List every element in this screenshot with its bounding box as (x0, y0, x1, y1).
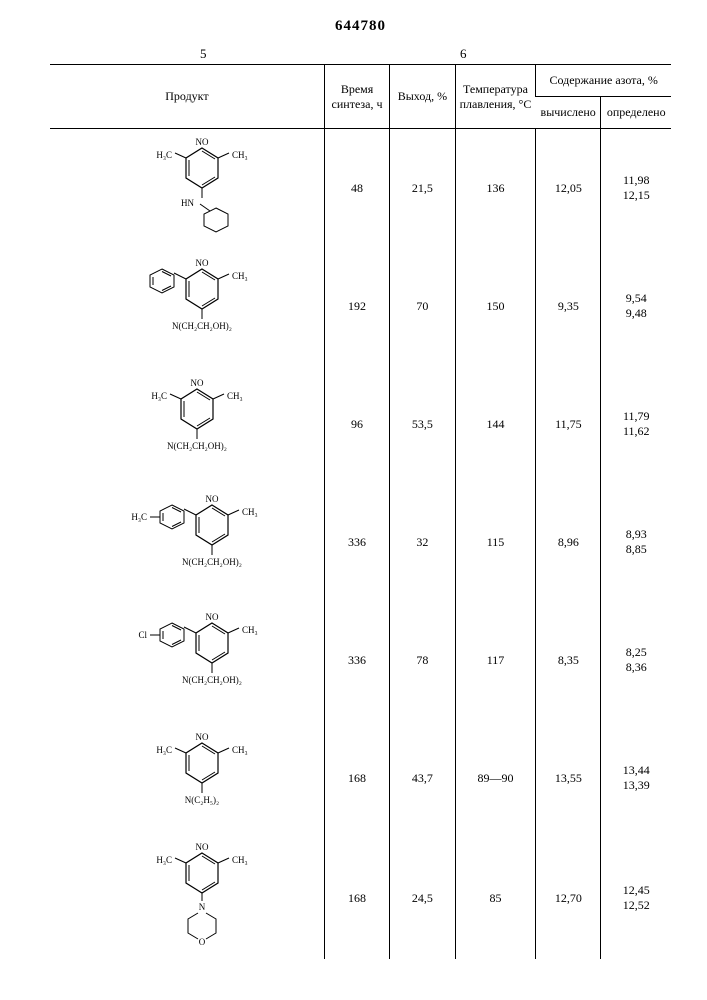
structure-icon: NO H₃C CH₃ N(CH₂CH₂OH)₂ (107, 377, 267, 467)
svg-text:N: N (199, 902, 206, 912)
cell-calc: 8,96 (536, 483, 601, 601)
svg-text:N(CH₂CH₂OH)₂: N(CH₂CH₂OH)₂ (172, 321, 232, 331)
svg-text:CH₃: CH₃ (242, 625, 258, 635)
svg-text:CH₃: CH₃ (232, 150, 248, 160)
svg-text:O: O (199, 937, 206, 947)
cell-found: 9,549,48 (601, 247, 671, 365)
cell-time: 336 (324, 601, 389, 719)
cell-mp: 150 (455, 247, 536, 365)
structure-icon: NO CH₃ Cl N(CH₂CH₂OH)₂ (92, 611, 282, 706)
cell-yield: 70 (390, 247, 455, 365)
svg-text:Cl: Cl (138, 630, 147, 640)
structure-icon: NO CH₃ H₃C N(CH₂CH₂OH)₂ (92, 493, 282, 588)
cell-time: 48 (324, 129, 389, 248)
svg-text:CH₃: CH₃ (242, 507, 258, 517)
cell-mp: 115 (455, 483, 536, 601)
cell-time: 168 (324, 837, 389, 959)
cell-calc: 12,70 (536, 837, 601, 959)
table-row: NO H₃C CH₃ HN 48 21,5 136 12,05 11,9812 (50, 129, 671, 248)
page-number-left: 5 (200, 46, 207, 62)
header-time: Время синтеза, ч (324, 65, 389, 129)
cell-mp: 136 (455, 129, 536, 248)
svg-text:H₃C: H₃C (156, 150, 172, 160)
svg-text:CH₃: CH₃ (232, 271, 248, 281)
cell-time: 192 (324, 247, 389, 365)
structure-icon: NO H₃C CH₃ N O (112, 841, 262, 951)
svg-text:CH₃: CH₃ (232, 855, 248, 865)
cell-found: 12,4512,52 (601, 837, 671, 959)
cell-yield: 21,5 (390, 129, 455, 248)
table-row: NO H₃C CH₃ N(CH₂CH₂OH)₂ 96 53,5 144 11,7… (50, 365, 671, 483)
cell-found: 11,7911,62 (601, 365, 671, 483)
svg-text:NO: NO (195, 732, 208, 742)
document-number: 644780 (335, 18, 386, 35)
header-product: Продукт (50, 65, 324, 129)
header-calc: вычислено (536, 97, 601, 129)
svg-text:H₃C: H₃C (151, 391, 167, 401)
cell-yield: 32 (390, 483, 455, 601)
svg-text:NO: NO (195, 842, 208, 852)
svg-text:N(CH₂CH₂OH)₂: N(CH₂CH₂OH)₂ (182, 675, 242, 685)
svg-text:NO: NO (205, 612, 218, 622)
cell-found: 8,938,85 (601, 483, 671, 601)
svg-text:NO: NO (195, 258, 208, 268)
svg-text:HN: HN (181, 198, 194, 208)
svg-text:CH₃: CH₃ (232, 745, 248, 755)
table-row: NO H₃C CH₃ N(C₂H₅)₂ 168 43,7 89—90 13,55… (50, 719, 671, 837)
table-row: NO CH₃ N(CH₂CH₂OH)₂ 192 70 150 9, (50, 247, 671, 365)
header-nitrogen: Содержание азота, % (536, 65, 671, 97)
cell-calc: 13,55 (536, 719, 601, 837)
cell-time: 336 (324, 483, 389, 601)
data-table: Продукт Время синтеза, ч Выход, % Темпер… (50, 64, 671, 959)
page-number-right: 6 (460, 46, 467, 62)
header-mp: Температура плавления, °С (455, 65, 536, 129)
svg-text:H₃C: H₃C (131, 512, 147, 522)
svg-text:NO: NO (195, 137, 208, 147)
cell-calc: 12,05 (536, 129, 601, 248)
cell-mp: 89—90 (455, 719, 536, 837)
svg-text:N(CH₂CH₂OH)₂: N(CH₂CH₂OH)₂ (182, 557, 242, 567)
cell-yield: 43,7 (390, 719, 455, 837)
header-found: определено (601, 97, 671, 129)
cell-yield: 53,5 (390, 365, 455, 483)
svg-text:N(C₂H₅)₂: N(C₂H₅)₂ (185, 795, 219, 805)
table-row: NO CH₃ Cl N(CH₂CH₂OH)₂ 336 (50, 601, 671, 719)
svg-text:H₃C: H₃C (156, 745, 172, 755)
cell-time: 96 (324, 365, 389, 483)
cell-calc: 9,35 (536, 247, 601, 365)
structure-icon: NO H₃C CH₃ HN (112, 136, 262, 236)
svg-text:CH₃: CH₃ (227, 391, 243, 401)
svg-text:NO: NO (205, 494, 218, 504)
cell-mp: 144 (455, 365, 536, 483)
cell-mp: 85 (455, 837, 536, 959)
structure-icon: NO H₃C CH₃ N(C₂H₅)₂ (112, 731, 262, 821)
cell-found: 8,258,36 (601, 601, 671, 719)
table-row: NO H₃C CH₃ N O 168 24,5 85 12,70 (50, 837, 671, 959)
svg-text:N(CH₂CH₂OH)₂: N(CH₂CH₂OH)₂ (167, 441, 227, 451)
svg-text:H₃C: H₃C (156, 855, 172, 865)
cell-found: 13,4413,39 (601, 719, 671, 837)
structure-icon: NO CH₃ N(CH₂CH₂OH)₂ (102, 257, 272, 352)
svg-text:NO: NO (190, 378, 203, 388)
cell-yield: 78 (390, 601, 455, 719)
cell-found: 11,9812,15 (601, 129, 671, 248)
header-yield: Выход, % (390, 65, 455, 129)
cell-yield: 24,5 (390, 837, 455, 959)
cell-calc: 11,75 (536, 365, 601, 483)
cell-calc: 8,35 (536, 601, 601, 719)
table-row: NO CH₃ H₃C N(CH₂CH₂OH)₂ 336 (50, 483, 671, 601)
cell-mp: 117 (455, 601, 536, 719)
cell-time: 168 (324, 719, 389, 837)
